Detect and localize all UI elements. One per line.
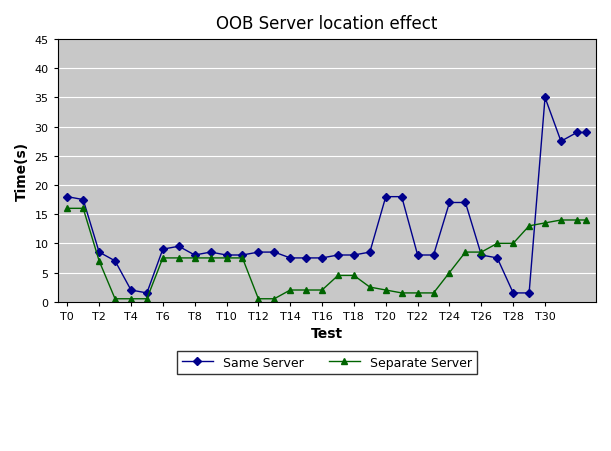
Same Server — [414, 253, 422, 258]
Same Server — [159, 247, 166, 252]
Same Server — [207, 250, 214, 255]
Same Server — [430, 253, 437, 258]
Same Server — [111, 258, 119, 264]
Separate Server — [382, 288, 389, 293]
Same Server — [318, 256, 326, 261]
Y-axis label: Time(s): Time(s) — [15, 142, 29, 201]
Separate Server — [255, 296, 262, 302]
Separate Server — [127, 296, 134, 302]
Same Server — [127, 288, 134, 293]
Same Server — [583, 130, 590, 136]
Same Server — [525, 290, 533, 296]
Same Server — [350, 253, 357, 258]
Separate Server — [334, 273, 342, 279]
Separate Server — [494, 241, 501, 247]
Same Server — [462, 200, 469, 206]
Same Server — [382, 194, 389, 200]
Same Server — [79, 198, 87, 203]
Separate Server — [478, 250, 485, 255]
Separate Server — [318, 288, 326, 293]
Same Server — [334, 253, 342, 258]
Separate Server — [175, 256, 183, 261]
Same Server — [541, 96, 549, 101]
Separate Server — [271, 296, 278, 302]
Same Server — [64, 194, 71, 200]
Separate Server — [223, 256, 230, 261]
Same Server — [191, 253, 199, 258]
Same Server — [175, 244, 183, 249]
Separate Server — [287, 288, 294, 293]
Same Server — [239, 253, 246, 258]
Separate Server — [557, 218, 565, 223]
X-axis label: Test: Test — [311, 327, 343, 341]
Same Server — [366, 250, 373, 255]
Same Server — [446, 200, 453, 206]
Separate Server — [111, 296, 119, 302]
Same Server — [271, 250, 278, 255]
Separate Server — [398, 290, 405, 296]
Legend: Same Server, Separate Server: Same Server, Separate Server — [177, 351, 477, 374]
Separate Server — [239, 256, 246, 261]
Same Server — [573, 130, 580, 136]
Same Server — [95, 250, 103, 255]
Separate Server — [462, 250, 469, 255]
Separate Server — [510, 241, 517, 247]
Separate Server — [207, 256, 214, 261]
Same Server — [398, 194, 405, 200]
Same Server — [510, 290, 517, 296]
Title: OOB Server location effect: OOB Server location effect — [216, 15, 437, 33]
Separate Server — [159, 256, 166, 261]
Separate Server — [95, 258, 103, 264]
Same Server — [287, 256, 294, 261]
Separate Server — [79, 206, 87, 212]
Same Server — [223, 253, 230, 258]
Separate Server — [525, 224, 533, 229]
Separate Server — [541, 221, 549, 226]
Separate Server — [414, 290, 422, 296]
Separate Server — [191, 256, 199, 261]
Separate Server — [366, 285, 373, 290]
Same Server — [494, 256, 501, 261]
Separate Server — [446, 270, 453, 276]
Separate Server — [573, 218, 580, 223]
Separate Server — [64, 206, 71, 212]
Same Server — [557, 139, 565, 145]
Same Server — [143, 290, 150, 296]
Same Server — [478, 253, 485, 258]
Separate Server — [143, 296, 150, 302]
Separate Server — [583, 218, 590, 223]
Line: Separate Server: Separate Server — [65, 206, 589, 302]
Separate Server — [430, 290, 437, 296]
Same Server — [255, 250, 262, 255]
Same Server — [302, 256, 310, 261]
Line: Same Server: Same Server — [65, 96, 589, 296]
Separate Server — [302, 288, 310, 293]
Separate Server — [350, 273, 357, 279]
